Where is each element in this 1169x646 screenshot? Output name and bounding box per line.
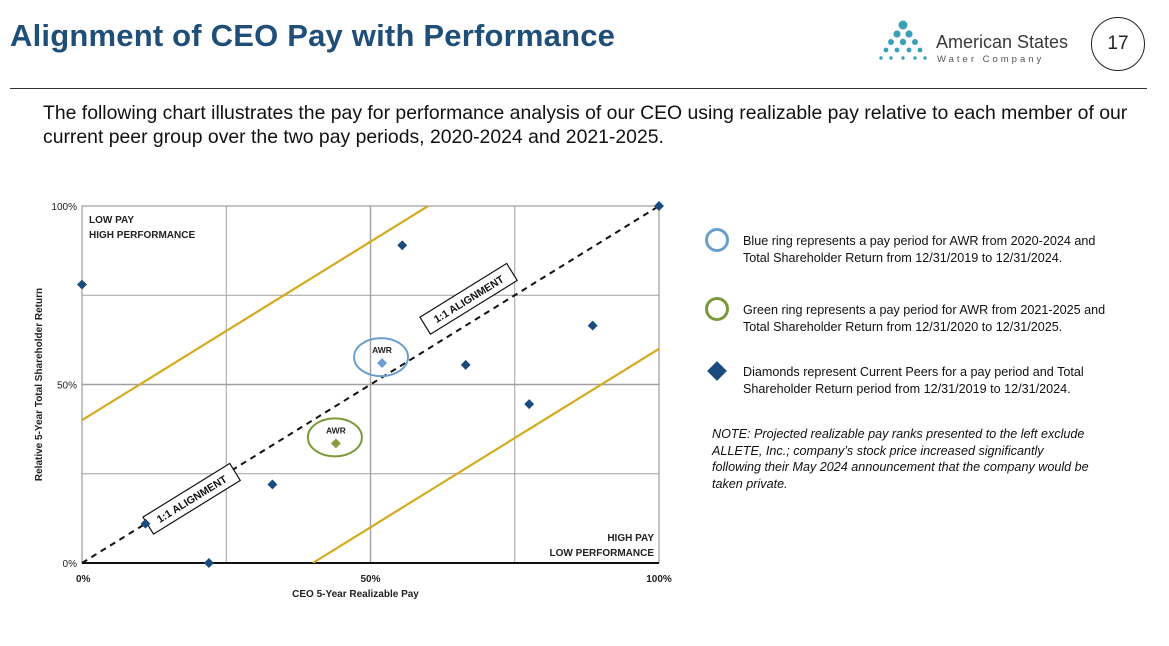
- awr-ring-blue: [353, 337, 410, 378]
- quadrant-label-bottom-right: HIGH PAY: [607, 533, 654, 544]
- quadrant-label-bottom-right: LOW PERFORMANCE: [550, 548, 655, 559]
- y-tick-label: 0%: [63, 559, 78, 570]
- awr-ring-green: [306, 417, 363, 458]
- awr-label-blue: AWR: [372, 345, 392, 355]
- awr-diamond-blue: [377, 358, 387, 369]
- alignment-label-box: [419, 262, 519, 335]
- chart-note: NOTE: Projected realizable pay ranks pre…: [712, 427, 1089, 491]
- page-number: 17: [1091, 17, 1145, 71]
- page-title: Alignment of CEO Pay with Performance: [10, 18, 616, 53]
- legend-text-diamonds: Diamonds represent Current Peers for a p…: [743, 365, 1084, 396]
- peer-diamond: [140, 518, 151, 529]
- x-tick-label: 0%: [76, 574, 91, 585]
- band-line: [82, 206, 429, 422]
- diamond-icon: [707, 361, 727, 381]
- logo-name: American States: [936, 32, 1069, 52]
- blue-ring-icon: [705, 228, 729, 252]
- quadrant-label-top-left: HIGH PERFORMANCE: [89, 230, 195, 241]
- peer-diamond: [654, 201, 664, 211]
- y-axis-title: Relative 5-Year Total Shareholder Return: [34, 288, 45, 481]
- peer-diamond: [587, 320, 598, 331]
- legend-text-blue: Blue ring represents a pay period for AW…: [743, 234, 1096, 265]
- y-tick-label: 50%: [57, 381, 77, 392]
- x-tick-label: 100%: [646, 574, 672, 585]
- logo-subtitle: Water Company: [937, 54, 1045, 65]
- company-logo: American States Water Company: [878, 20, 1078, 65]
- quadrant-label-top-left: LOW PAY: [89, 215, 134, 226]
- intro-paragraph: The following chart illustrates the pay …: [43, 102, 1128, 148]
- x-axis-title: CEO 5-Year Realizable Pay: [292, 589, 419, 600]
- peer-diamond: [203, 558, 214, 568]
- band-line: [312, 347, 659, 563]
- legend-text-green: Green ring represents a pay period for A…: [743, 303, 1106, 334]
- green-ring-icon: [705, 297, 729, 321]
- x-tick-label: 50%: [360, 574, 380, 585]
- water-drops-logo-icon: [879, 20, 927, 60]
- header-divider: [10, 88, 1147, 89]
- awr-label-green: AWR: [326, 425, 346, 435]
- peer-diamond: [460, 359, 471, 370]
- y-tick-label: 100%: [51, 202, 77, 213]
- peer-diamond: [524, 399, 535, 410]
